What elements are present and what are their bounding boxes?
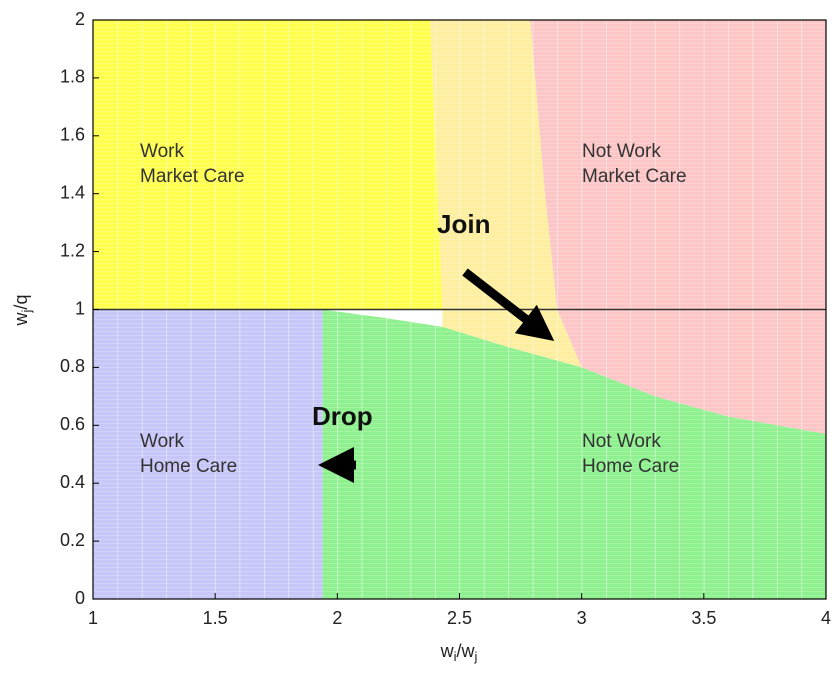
region-label: Home Care [140, 456, 237, 477]
x-tick-label: 2.5 [447, 608, 472, 628]
y-tick-label: 1.4 [60, 182, 85, 202]
y-tick-label: 0.6 [60, 414, 85, 434]
region-label: Not Work [582, 141, 661, 162]
annotation: Drop [312, 401, 373, 431]
region-label: Market Care [140, 166, 245, 187]
y-tick-label: 0.8 [60, 356, 85, 376]
x-tick-label: 3.5 [691, 608, 716, 628]
y-tick-label: 1.8 [60, 67, 85, 87]
annotation: Join [437, 209, 490, 239]
y-tick-label: 1 [75, 298, 85, 318]
x-axis-label: wi/wj [440, 641, 478, 665]
y-tick-label: 0.4 [60, 472, 85, 492]
region-label: Not Work [582, 431, 661, 452]
x-tick-label: 3 [577, 608, 587, 628]
y-tick-label: 0.2 [60, 530, 85, 550]
y-tick-label: 0 [75, 588, 85, 608]
y-tick-label: 1.2 [60, 240, 85, 260]
y-tick-label: 2 [75, 9, 85, 29]
region-label: Market Care [582, 166, 687, 187]
region-label: Work [140, 141, 184, 162]
y-axis-label: wj/q [11, 295, 35, 327]
join-arrow [462, 268, 555, 342]
x-tick-label: 2 [332, 608, 342, 628]
overlay: Work Market Care Not Work Market Care Work Ho… [60, 9, 831, 628]
x-tick-label: 1.5 [203, 608, 228, 628]
x-tick-label: 1 [88, 608, 98, 628]
x-tick-label: 4 [821, 608, 831, 628]
region-label: Work [140, 431, 184, 452]
y-tick-label: 1.6 [60, 125, 85, 145]
region-label: Home Care [582, 456, 679, 477]
